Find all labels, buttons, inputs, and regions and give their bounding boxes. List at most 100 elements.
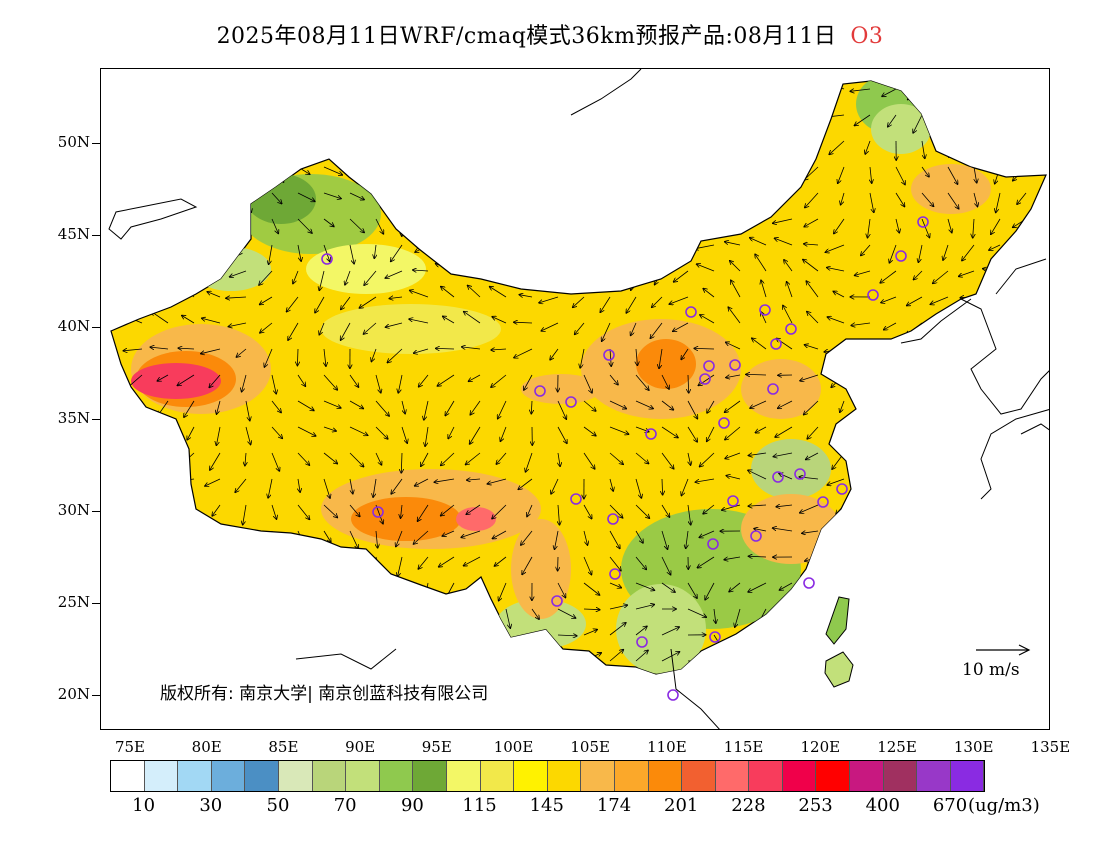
lon-label: 115E xyxy=(723,738,764,756)
lon-label: 95E xyxy=(421,738,452,756)
wind-arrow xyxy=(515,271,533,273)
wind-arrow xyxy=(610,683,621,687)
legend-swatch xyxy=(245,761,279,791)
wind-arrow xyxy=(670,88,689,98)
wind-arrow xyxy=(424,166,429,182)
wind-arrow xyxy=(265,114,273,129)
city-marker xyxy=(321,253,333,265)
wind-arrow xyxy=(996,192,1001,213)
wind-arrow xyxy=(217,400,221,414)
wind-arrow xyxy=(182,316,195,324)
wind-arrow xyxy=(805,582,819,597)
city-marker xyxy=(709,631,721,643)
wind-arrow xyxy=(479,660,489,674)
wind-arrow xyxy=(445,400,455,416)
wind-arrow xyxy=(749,556,767,557)
wind-arrow xyxy=(555,530,559,549)
wind-arrow xyxy=(130,452,143,468)
wind-arrow xyxy=(469,374,481,381)
wind-arrow xyxy=(491,374,507,387)
wind-arrow xyxy=(661,192,674,201)
wind-arrow xyxy=(179,285,195,298)
legend-swatch xyxy=(178,761,212,791)
legend-swatch xyxy=(111,761,145,791)
wind-arrow xyxy=(245,218,246,237)
wind-arrow xyxy=(669,296,689,304)
wind-arrow xyxy=(697,114,715,115)
wind-arrow xyxy=(259,270,273,285)
wind-arrow xyxy=(635,452,649,464)
wind-arrow xyxy=(992,140,1001,150)
lat-label: 40N xyxy=(57,317,90,335)
wind-arrow xyxy=(159,192,169,208)
wind-arrow xyxy=(895,608,911,616)
wind-arrow xyxy=(940,114,949,127)
wind-arrow xyxy=(271,426,282,438)
wind-arrow xyxy=(748,166,767,175)
wind-arrow xyxy=(297,140,307,155)
wind-arrow xyxy=(972,504,974,518)
wind-arrow xyxy=(962,244,975,261)
wind-arrow xyxy=(141,660,154,674)
wind-arrow xyxy=(583,192,596,202)
legend-label: 670 xyxy=(932,795,968,816)
wind-arrow xyxy=(1016,81,1027,90)
wind-arrow xyxy=(804,400,819,415)
wind-arrow xyxy=(725,141,741,143)
lat-tick xyxy=(92,327,100,328)
lat-label: 35N xyxy=(57,409,90,427)
wind-arrow xyxy=(662,244,663,265)
city-marker xyxy=(759,304,771,316)
wind-arrow xyxy=(799,477,819,479)
wind-arrow xyxy=(829,140,845,154)
wind-arrow xyxy=(349,556,361,573)
wind-arrow xyxy=(806,281,819,298)
wind-arrow xyxy=(921,504,927,522)
lat-tick xyxy=(92,603,100,604)
wind-arrow xyxy=(688,687,705,692)
wind-arrow xyxy=(575,322,585,334)
city-marker xyxy=(645,428,657,440)
wind-arrow xyxy=(988,374,1001,388)
city-marker xyxy=(534,385,546,397)
wind-arrow xyxy=(1010,260,1027,272)
wind-arrow xyxy=(609,650,623,662)
wind-arrow xyxy=(830,530,845,541)
wind-arrow xyxy=(128,83,143,90)
wind-arrow xyxy=(584,686,604,688)
legend-swatch xyxy=(749,761,783,791)
wind-arrow xyxy=(349,607,365,609)
wind-arrow xyxy=(272,530,273,546)
wind-arrow xyxy=(607,270,611,283)
lon-label: 90E xyxy=(345,738,376,756)
wind-arrow xyxy=(349,218,364,233)
wind-arrow xyxy=(323,192,341,199)
wind-arrow xyxy=(687,218,692,236)
wind-arrow xyxy=(870,687,882,697)
wind-arrow xyxy=(319,270,325,290)
wind-arrow xyxy=(558,452,560,466)
wind-arrow xyxy=(374,244,376,258)
wind-arrow xyxy=(178,348,195,349)
wind-arrow xyxy=(453,660,464,674)
wind-arrow xyxy=(124,244,143,251)
wind-arrow xyxy=(443,316,455,324)
wind-arrow xyxy=(986,530,1001,542)
wind-arrow xyxy=(870,582,873,598)
wind-arrow xyxy=(735,608,741,627)
wind-arrow xyxy=(184,400,195,417)
legend-swatch xyxy=(312,761,347,791)
wind-arrow xyxy=(111,374,117,389)
wind-arrow xyxy=(176,263,195,272)
wind-arrow xyxy=(531,608,539,619)
wind-arrow xyxy=(907,296,923,306)
wind-arrow xyxy=(492,504,507,519)
wind-arrow xyxy=(152,312,169,324)
wind-arrow xyxy=(755,426,767,433)
wind-arrow xyxy=(204,269,221,271)
coastlines xyxy=(108,69,1049,729)
wind-arrow xyxy=(713,660,725,674)
legend-swatch xyxy=(581,761,615,791)
city-marker xyxy=(372,506,384,518)
wind-arrow xyxy=(297,374,305,386)
